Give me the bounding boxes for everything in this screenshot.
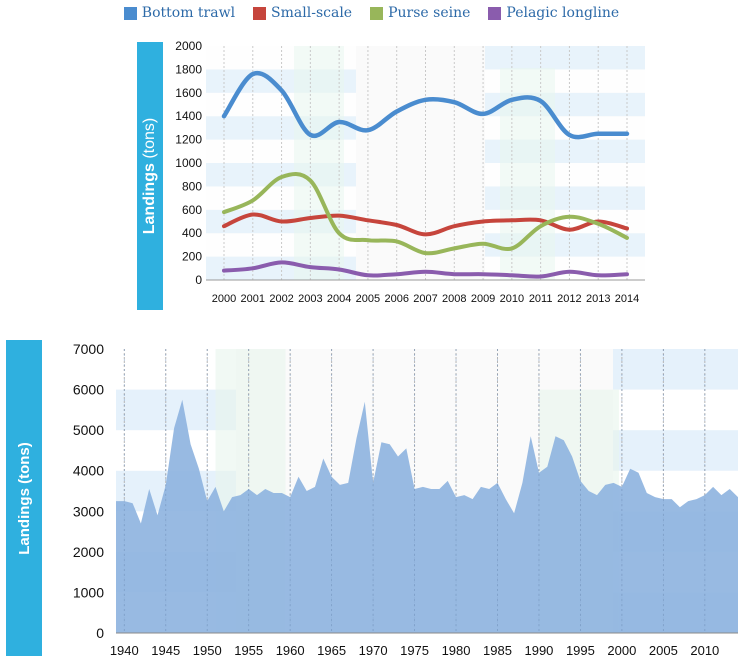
landings-area [116,399,738,633]
bottom-xtick-label: 2000 [607,643,636,658]
top-xtick-label: 2004 [327,293,351,305]
bottom-chart-ylabel: Landings (tons) [6,340,42,656]
bottom-area-chart: 0 1000 2000 3000 4000 5000 6000 7000 1940 1945 195… [73,341,738,658]
bottom-ytick-label: 5000 [73,422,104,438]
top-xtick-label: 2003 [298,293,322,305]
bottom-xtick-label: 1945 [151,643,180,658]
top-xtick-label: 2014 [615,293,639,305]
bottom-xtick-label: 1995 [566,643,595,658]
legend-swatch-purse-seine [370,6,384,20]
bottom-xtick-label: 1960 [276,643,305,658]
top-xtick-label: 2001 [241,293,265,305]
bottom-band-right [613,349,738,390]
top-band-green [294,46,344,280]
top-ytick-label: 1800 [175,62,202,76]
bottom-ytick-label: 7000 [73,341,104,357]
bottom-xtick-label: 1980 [442,643,471,658]
bottom-xtick-label: 1975 [400,643,429,658]
bottom-xtick-label: 2005 [649,643,678,658]
top-ytick-label: 800 [182,179,202,193]
top-ytick-label: 2000 [175,39,202,53]
top-xtick-label: 2007 [413,293,437,305]
bottom-ytick-label: 0 [96,625,104,641]
bottom-ytick-label: 1000 [73,584,104,600]
top-xtick-label: 2010 [500,293,524,305]
top-xtick-label: 2002 [269,293,293,305]
bottom-ytick-label: 2000 [73,544,104,560]
bottom-band-right [613,389,738,431]
top-ytick-label: 0 [195,273,202,287]
top-xtick-label: 2005 [356,293,380,305]
bottom-xtick-label: 1990 [524,643,553,658]
bottom-xtick-label: 1940 [110,643,139,658]
bottom-band-right [613,430,738,471]
bottom-ytick-label: 4000 [73,463,104,479]
bottom-xtick-label: 1970 [359,643,388,658]
bottom-ytick-label: 6000 [73,382,104,398]
top-ytick-label: 600 [182,203,202,217]
bottom-xtick-label: 2010 [690,643,719,658]
legend-item-bottom-trawl[interactable]: Bottom trawl [123,5,236,21]
top-xtick-label: 2012 [557,293,581,305]
top-band-right [485,46,645,70]
top-xtick-label: 2011 [529,293,553,305]
bottom-xtick-label: 1965 [317,643,346,658]
legend-swatch-bottom-trawl [123,6,137,20]
bottom-xtick-label: 1955 [234,643,263,658]
top-xtick-label: 2009 [471,293,495,305]
legend-label-pelagic-longline: Pelagic longline [506,5,620,21]
chart-legend: Bottom trawl Small-scale Purse seine Pel… [0,0,743,26]
series-line-pelagic-longline [222,260,629,279]
legend-item-pelagic-longline[interactable]: Pelagic longline [488,5,619,21]
top-ytick-label: 200 [182,250,202,264]
legend-label-small-scale: Small-scale [271,5,353,21]
bottom-xtick-label: 1985 [483,643,512,658]
top-ytick-label: 1600 [175,86,202,100]
top-xtick-label: 2006 [384,293,408,305]
top-chart-ylabel: Landings (tons) [137,42,163,310]
top-ytick-label: 1000 [175,156,202,170]
top-xtick-label: 2000 [212,293,236,305]
bottom-ytick-label: 3000 [73,503,104,519]
legend-swatch-small-scale [253,6,267,20]
series-line-purse-seine [222,172,629,256]
legend-label-bottom-trawl: Bottom trawl [141,5,236,21]
series-line-bottom-trawl [221,70,630,140]
bottom-xtick-label: 1950 [193,643,222,658]
legend-label-purse-seine: Purse seine [388,5,471,21]
top-line-chart: 0 200 400 600 800 1000 1200 1400 1600 1800 2000 200… [175,39,645,305]
top-ytick-label: 1400 [175,109,202,123]
top-ytick-label: 400 [182,226,202,240]
series-line-small-scale [222,212,629,237]
legend-item-purse-seine[interactable]: Purse seine [370,5,470,21]
top-xtick-label: 2013 [586,293,610,305]
legend-item-small-scale[interactable]: Small-scale [253,5,352,21]
top-ytick-label: 1200 [175,133,202,147]
top-xtick-label: 2008 [442,293,466,305]
legend-swatch-pelagic-longline [488,6,502,20]
